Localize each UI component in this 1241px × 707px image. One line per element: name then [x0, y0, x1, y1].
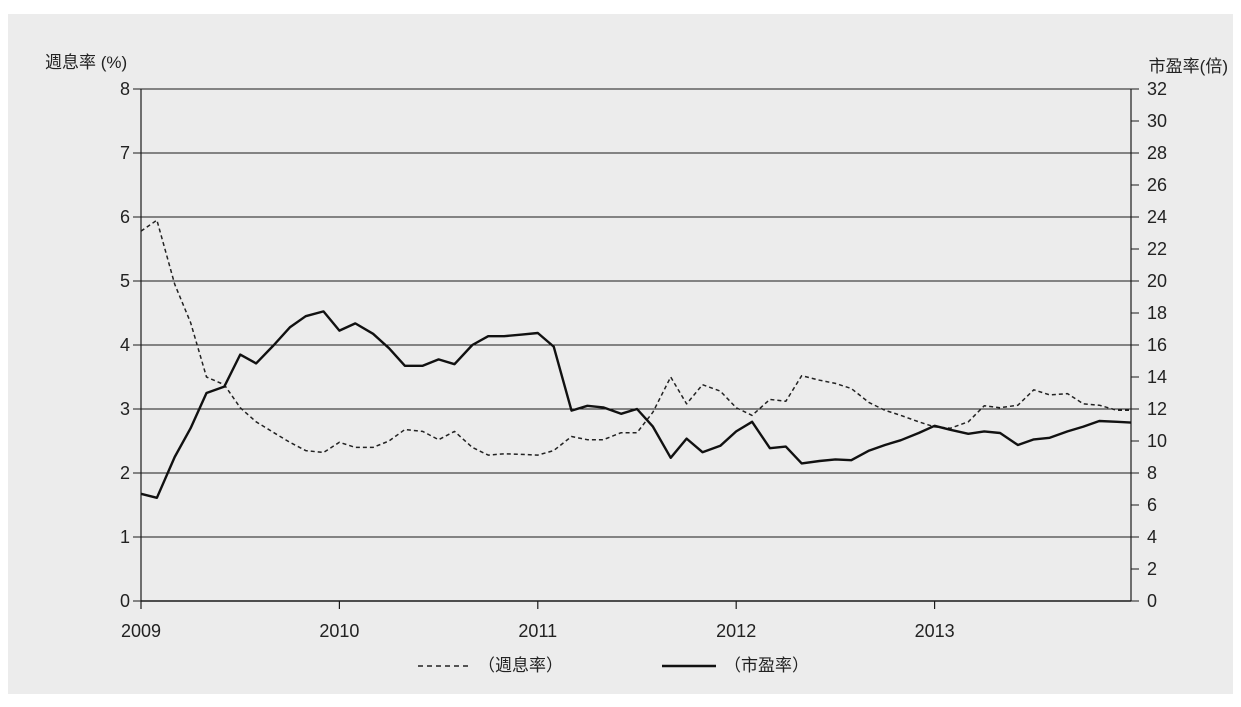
right-tick-label-16: 16	[1147, 335, 1167, 355]
left-tick-label-4: 4	[120, 335, 130, 355]
right-tick-label-26: 26	[1147, 175, 1167, 195]
right-tick-label-18: 18	[1147, 303, 1167, 323]
left-tick-label-1: 1	[120, 527, 130, 547]
left-tick-label-6: 6	[120, 207, 130, 227]
legend-label-yield: （週息率）	[478, 656, 563, 675]
left-tick-label-2: 2	[120, 463, 130, 483]
right-tick-label-6: 6	[1147, 495, 1157, 515]
right-tick-label-0: 0	[1147, 591, 1157, 611]
series-line-pe	[140, 310, 1132, 499]
right-tick-label-2: 2	[1147, 559, 1157, 579]
x-tick-label-2009: 2009	[121, 621, 161, 641]
right-tick-label-8: 8	[1147, 463, 1157, 483]
right-tick-label-12: 12	[1147, 399, 1167, 419]
right-tick-label-22: 22	[1147, 239, 1167, 259]
right-axis-title: 市盈率(倍)	[1149, 57, 1228, 76]
left-axis-title: 週息率 (%)	[45, 53, 127, 72]
gridlines	[140, 88, 1132, 602]
right-tick-label-24: 24	[1147, 207, 1167, 227]
legend-label-pe: （市盈率）	[724, 656, 809, 675]
x-axis-ticks: 2009 2010 2011 2012 2013	[121, 601, 955, 641]
right-tick-label-14: 14	[1147, 367, 1167, 387]
right-tick-label-30: 30	[1147, 111, 1167, 131]
x-tick-label-2010: 2010	[319, 621, 359, 641]
legend: （週息率） （市盈率）	[418, 656, 809, 675]
right-tick-label-28: 28	[1147, 143, 1167, 163]
left-axis-ticks: 0 1 2 3 4 5 6 7 8	[120, 79, 141, 611]
left-tick-label-8: 8	[120, 79, 130, 99]
x-tick-label-2011: 2011	[518, 621, 557, 641]
right-tick-label-10: 10	[1147, 431, 1167, 451]
series-line-yield	[140, 219, 1131, 456]
chart-panel	[8, 14, 1233, 694]
left-tick-label-5: 5	[120, 271, 130, 291]
right-tick-label-20: 20	[1147, 271, 1167, 291]
left-tick-label-7: 7	[120, 143, 130, 163]
x-tick-label-2013: 2013	[915, 621, 955, 641]
right-tick-label-4: 4	[1147, 527, 1157, 547]
left-tick-label-0: 0	[120, 591, 130, 611]
right-tick-label-32: 32	[1147, 79, 1167, 99]
series-lines	[140, 219, 1132, 499]
left-tick-label-3: 3	[120, 399, 130, 419]
x-tick-label-2012: 2012	[716, 621, 756, 641]
